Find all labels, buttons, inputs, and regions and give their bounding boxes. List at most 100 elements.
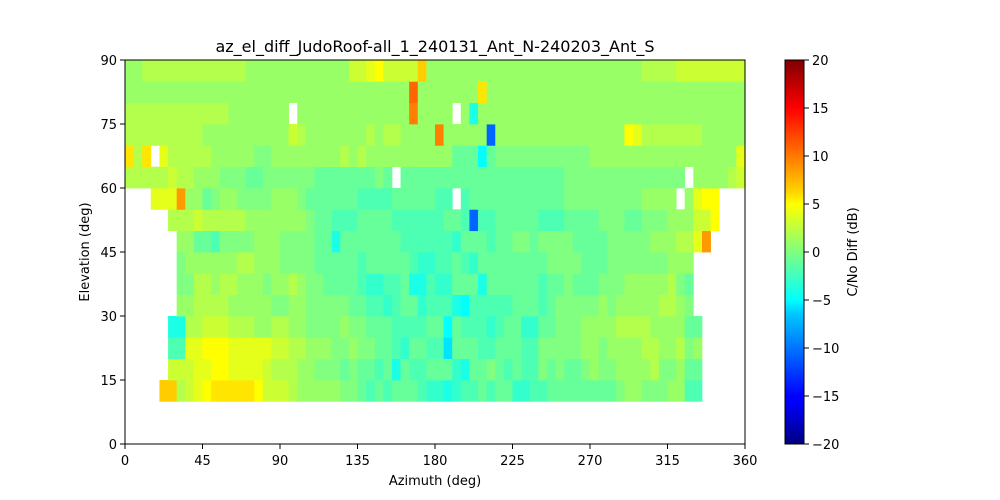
heatmap-cell (374, 81, 384, 104)
heatmap-cell (193, 316, 203, 338)
heatmap-cell (443, 358, 453, 381)
heatmap-cell (590, 252, 600, 274)
heatmap-cell (426, 124, 436, 146)
heatmap-cell (176, 188, 186, 210)
y-axis-label: Elevation (deg) (78, 202, 93, 301)
heatmap-cell (564, 316, 574, 338)
heatmap-cell (615, 230, 625, 253)
heatmap-cell (693, 102, 703, 125)
heatmap-cell (400, 273, 410, 296)
heatmap-cell (495, 358, 505, 381)
heatmap-cell (262, 124, 272, 146)
heatmap-cell (555, 337, 565, 360)
heatmap-cell (684, 102, 694, 125)
heatmap-cell (125, 60, 135, 82)
colorbar-tick-label: −5 (812, 294, 831, 309)
heatmap-cell (633, 102, 643, 125)
heatmap-cell (546, 252, 556, 274)
heatmap-cell (615, 188, 625, 210)
heatmap-cell (314, 337, 324, 360)
heatmap-cell (521, 124, 531, 146)
heatmap-cell (297, 358, 307, 381)
heatmap-cell (305, 316, 315, 338)
heatmap-cell (185, 230, 195, 253)
heatmap-cell (676, 294, 686, 317)
heatmap-cell (417, 209, 427, 232)
heatmap-cell (150, 124, 160, 146)
heatmap-cell (340, 81, 350, 104)
heatmap-cell (495, 337, 505, 360)
heatmap-cell (641, 273, 651, 296)
heatmap-cell (693, 81, 703, 104)
heatmap-cell (323, 252, 333, 274)
heatmap-cell (202, 380, 212, 402)
heatmap-cell (280, 273, 290, 296)
heatmap-cell (546, 358, 556, 381)
heatmap-cell (314, 60, 324, 82)
heatmap-cell (245, 188, 255, 210)
heatmap-cell (460, 166, 470, 189)
heatmap-cell (314, 316, 324, 338)
heatmap-cell (469, 252, 479, 274)
heatmap-cell (280, 316, 290, 338)
colorbar-tick-label: −15 (812, 390, 839, 405)
heatmap-cell (555, 273, 565, 296)
heatmap-cell (391, 145, 401, 168)
heatmap-cell (486, 145, 496, 168)
heatmap-cell (521, 81, 531, 104)
heatmap-cell (254, 209, 264, 232)
heatmap-cell (564, 60, 574, 82)
heatmap-cell (271, 102, 281, 125)
heatmap-cell (650, 60, 660, 82)
heatmap-cell (142, 81, 152, 104)
heatmap-cell (435, 145, 445, 168)
heatmap-cell (529, 81, 539, 104)
heatmap-cell (400, 81, 410, 104)
heatmap-cell (366, 294, 376, 317)
heatmap-cell (357, 166, 367, 189)
heatmap-cell (340, 358, 350, 381)
heatmap-cell (383, 145, 393, 168)
heatmap-cell (297, 60, 307, 82)
heatmap-cell (684, 337, 694, 360)
heatmap-cell (503, 358, 513, 381)
heatmap-cell (202, 209, 212, 232)
heatmap-cell (452, 380, 462, 402)
heatmap-cell (219, 166, 229, 189)
heatmap-cell (486, 273, 496, 296)
heatmap-cell (469, 124, 479, 146)
heatmap-cell (236, 358, 246, 381)
heatmap-cell (271, 252, 281, 274)
heatmap-cell (340, 316, 350, 338)
heatmap-cell (460, 230, 470, 253)
heatmap-cell (314, 358, 324, 381)
heatmap-cell (185, 380, 195, 402)
heatmap-cell (271, 273, 281, 296)
heatmap-cell (383, 252, 393, 274)
heatmap-cell (185, 60, 195, 82)
heatmap-cell (615, 102, 625, 125)
heatmap-cell (348, 380, 358, 402)
heatmap-cell (452, 209, 462, 232)
heatmap-cell (503, 337, 513, 360)
heatmap-cell (701, 188, 711, 210)
heatmap-cell (400, 124, 410, 146)
heatmap-cell (176, 81, 186, 104)
heatmap-cell (581, 60, 591, 82)
heatmap-cell (348, 124, 358, 146)
heatmap-cell (288, 230, 298, 253)
heatmap-cell (641, 316, 651, 338)
heatmap-cell (374, 209, 384, 232)
heatmap-cell (331, 102, 341, 125)
heatmap-cell (460, 380, 470, 402)
heatmap-cell (676, 316, 686, 338)
heatmap-cell (521, 337, 531, 360)
heatmap-cell (228, 380, 238, 402)
heatmap-cell (228, 81, 238, 104)
heatmap-cell (168, 145, 178, 168)
heatmap-cell (280, 145, 290, 168)
heatmap-cell (624, 102, 634, 125)
heatmap-cell (202, 145, 212, 168)
heatmap-cell (348, 230, 358, 253)
heatmap-cell (641, 60, 651, 82)
